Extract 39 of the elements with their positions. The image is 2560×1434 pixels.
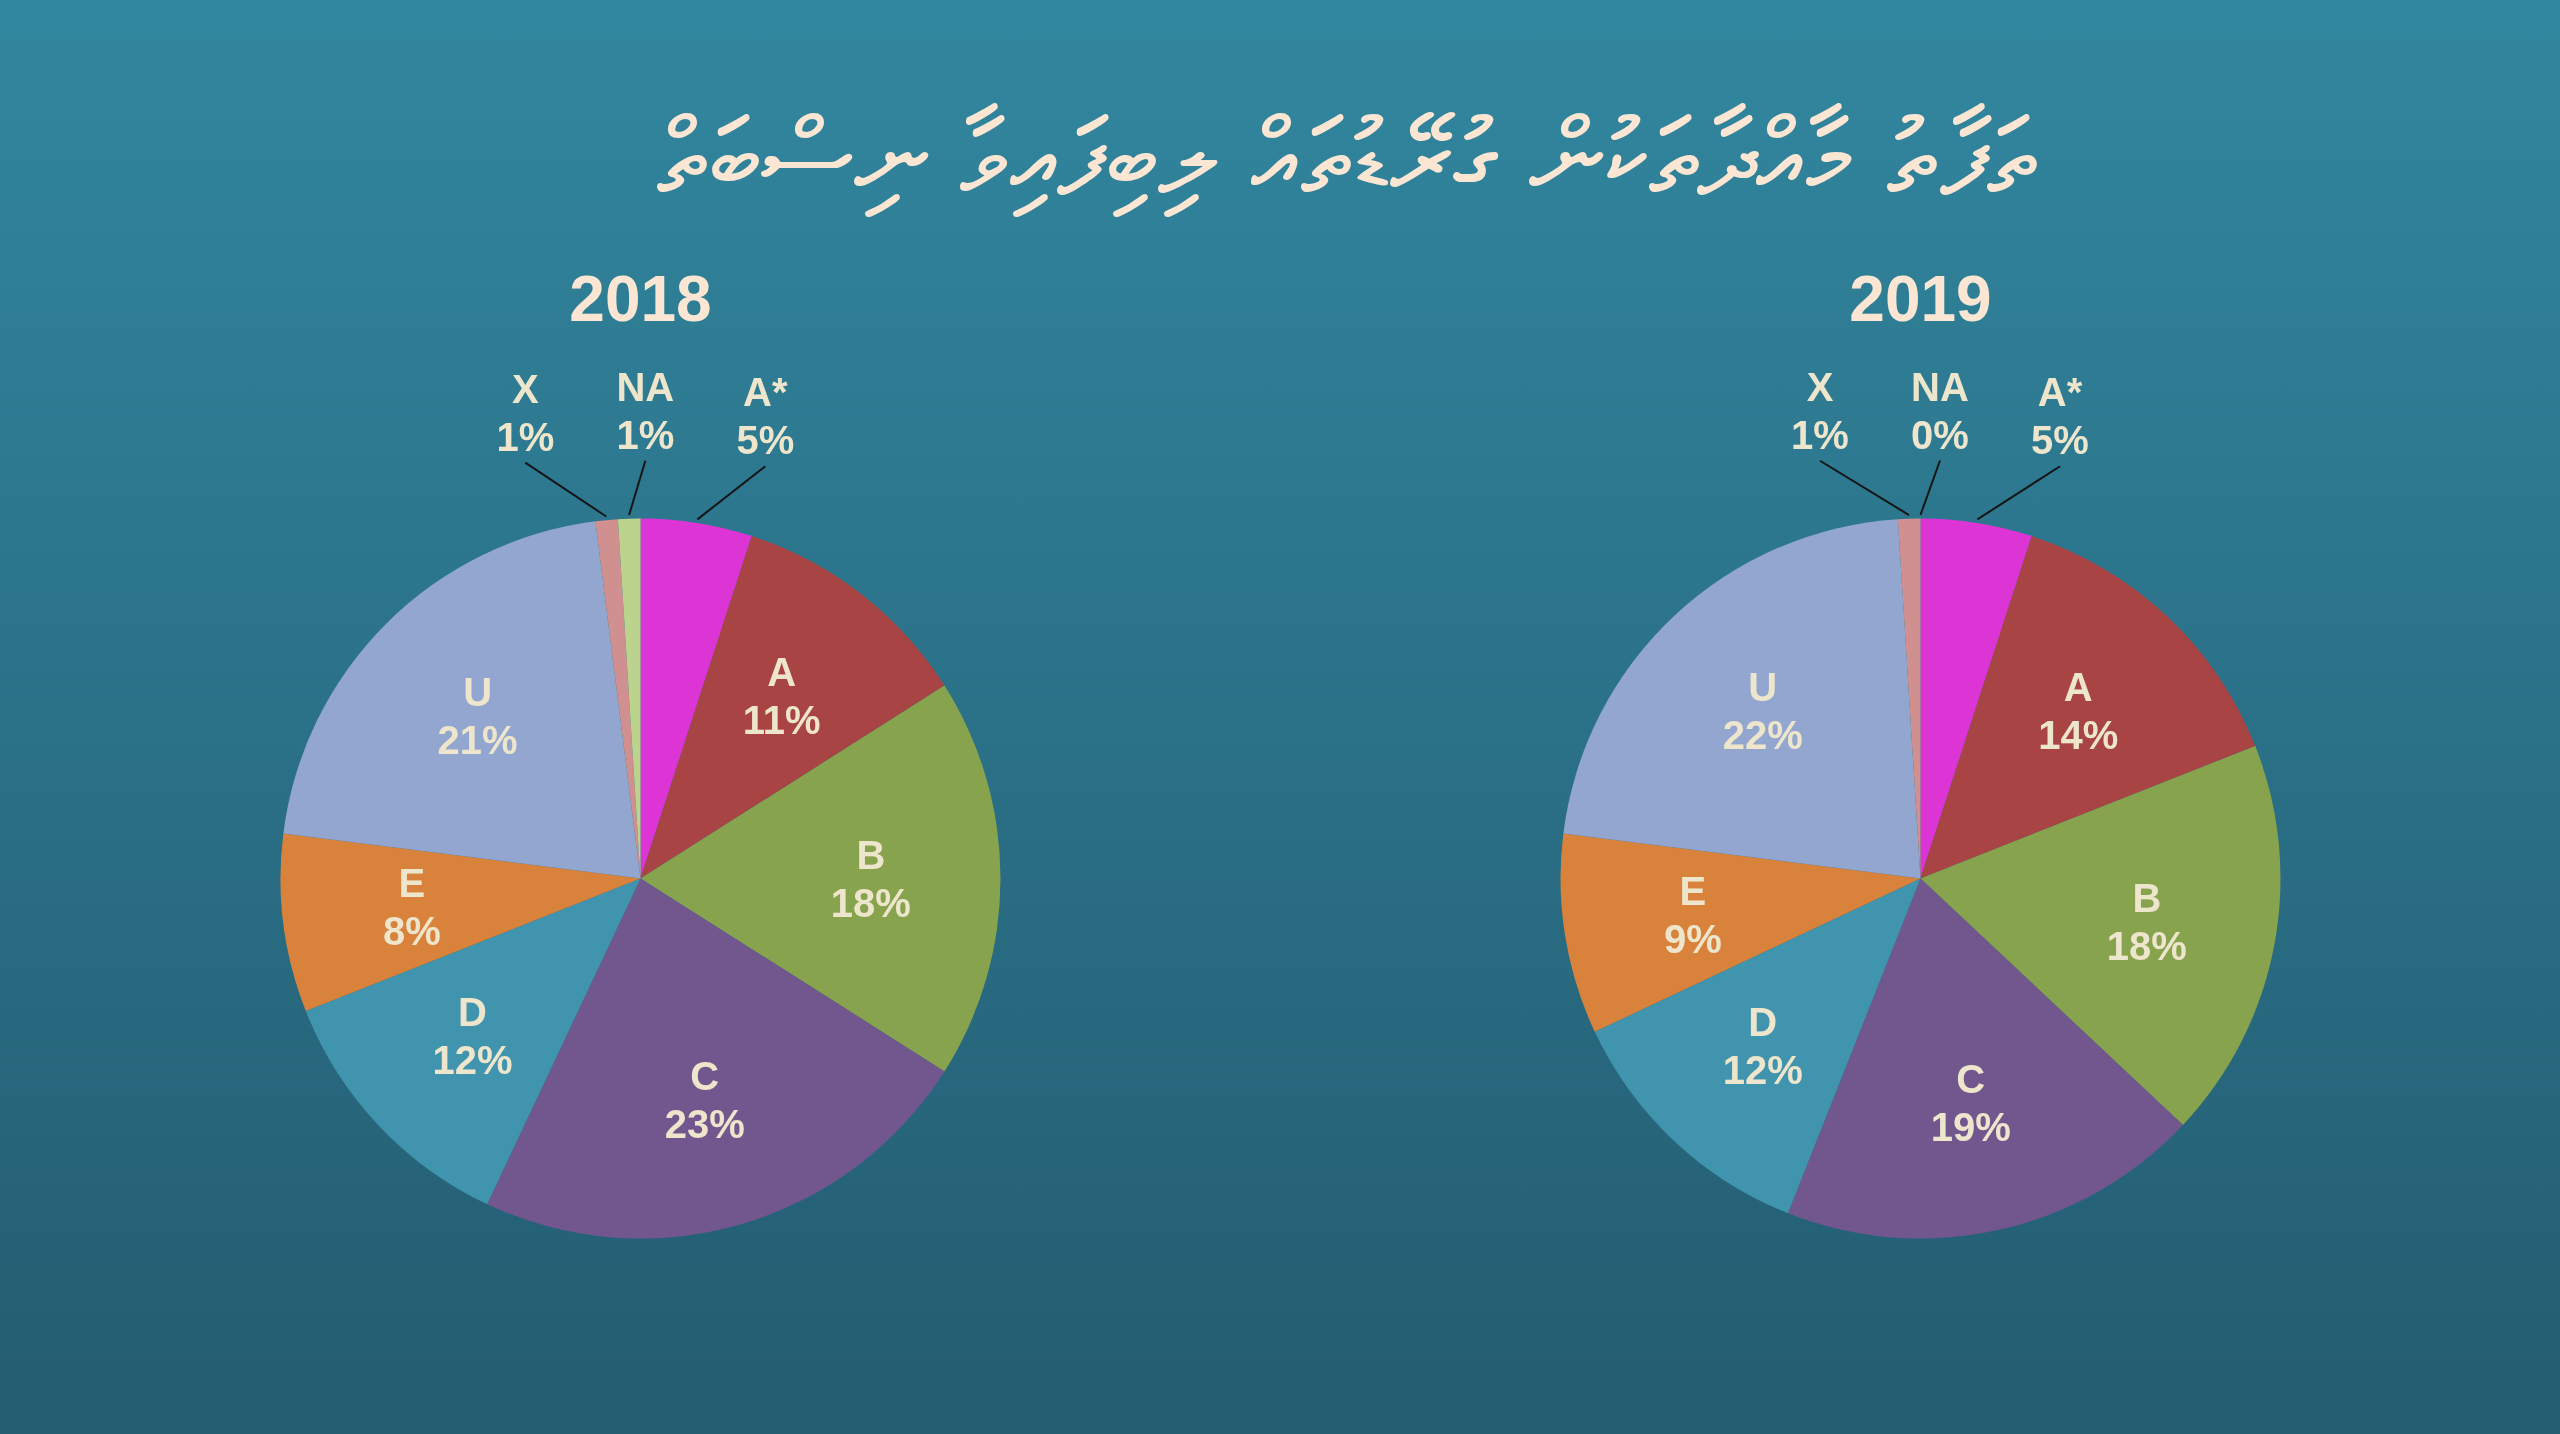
data-label: 19% (1930, 1105, 2011, 1150)
slice-label: C (1956, 1057, 1986, 1102)
slice-label: A (767, 650, 797, 695)
data-label: 1% (496, 414, 555, 459)
slice-label: B (2132, 875, 2162, 920)
slice-label: U (1748, 664, 1778, 709)
slice-label: E (1679, 868, 1707, 913)
data-label: 1% (616, 412, 675, 457)
data-label: 1% (1791, 412, 1849, 457)
data-label: 9% (1664, 916, 1722, 961)
data-label: 12% (1722, 1048, 1803, 1093)
data-label: 5% (2031, 418, 2089, 463)
slice-label: X (1806, 364, 1834, 409)
slice-label: X (511, 366, 539, 411)
slice-label: A (2063, 664, 2093, 709)
slice-label: A* (2037, 370, 2083, 415)
slice-label: E (398, 861, 426, 906)
slice-label: NA (616, 364, 675, 409)
slice-label: B (856, 832, 886, 877)
data-label: 22% (1722, 712, 1803, 757)
data-label: 12% (432, 1038, 513, 1083)
data-label: 11% (742, 698, 821, 743)
text: ތަފާތު މާއްދާތަކުން ގުރޭޑުތައް ލިބިފައިވާ ނިސްބަތް (656, 95, 2038, 219)
text: 0% (1911, 412, 1969, 457)
slice-label: D (1748, 1000, 1778, 1045)
chart-title: 2018 (569, 262, 712, 335)
data-label: 5% (736, 418, 795, 463)
data-label: 18% (2106, 923, 2187, 968)
data-label: 18% (830, 880, 911, 925)
data-label: 21% (437, 717, 518, 762)
slice-label: U (463, 669, 493, 714)
data-label: 14% (2038, 712, 2119, 757)
chart-title: 2019 (1849, 262, 1992, 335)
data-label: 8% (383, 909, 441, 954)
slice-label: A* (743, 370, 788, 415)
slice-label: C (690, 1053, 720, 1098)
data-label: 23% (664, 1101, 745, 1146)
category-label: NA (1911, 364, 1969, 409)
slice-label: D (458, 990, 487, 1035)
